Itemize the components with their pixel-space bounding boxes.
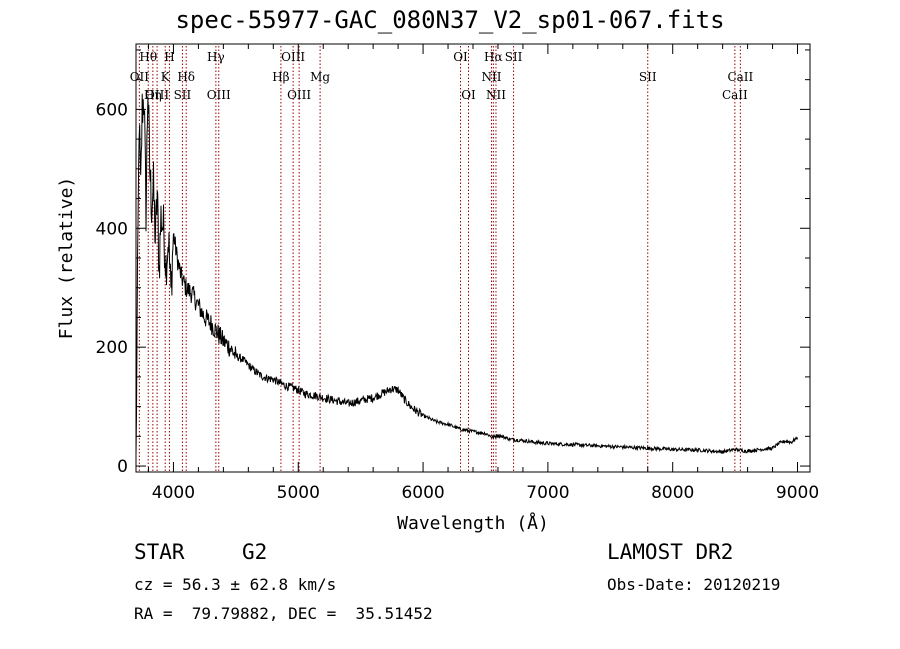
plot-frame [135, 43, 811, 473]
y-axis-label: Flux (relative) [56, 177, 77, 340]
line-label: NII [486, 88, 506, 102]
y-tick-label: 400 [96, 219, 128, 239]
x-tick-label: 4000 [152, 483, 195, 503]
line-label: OI [461, 88, 476, 102]
spectrum-line [135, 93, 798, 455]
line-label: OIII [281, 50, 305, 64]
line-label: Hδ [177, 70, 195, 84]
y-tick-label: 0 [117, 457, 128, 477]
x-tick-label: 6000 [401, 483, 444, 503]
object-class: STAR [134, 540, 185, 564]
line-label: Hβ [272, 70, 289, 84]
line-label: SII [505, 50, 523, 64]
line-label: CaII [722, 88, 748, 102]
line-label: SII [639, 70, 657, 84]
survey-name: LAMOST DR2 [607, 540, 734, 564]
x-tick-label: 7000 [526, 483, 569, 503]
line-label: Hθ [139, 50, 157, 64]
spectral-line-markers [138, 46, 741, 472]
x-axis-label: Wavelength (Å) [397, 512, 549, 534]
coordinates: RA = 79.79882, DEC = 35.51452 [134, 604, 433, 623]
line-label: H [164, 50, 174, 64]
x-tick-label: 8000 [651, 483, 694, 503]
y-axis-ticks: 0 200 400 600 [96, 49, 810, 477]
line-label: CaII [727, 70, 753, 84]
line-label: SII [174, 88, 192, 102]
chart-title: spec-55977-GAC_080N37_V2_sp01-067.fits [175, 6, 725, 34]
line-label: NII [481, 70, 501, 84]
line-label: OIII [145, 88, 169, 102]
line-label: OII [130, 70, 150, 84]
object-subclass: G2 [242, 540, 268, 564]
line-label: Hγ [207, 50, 225, 64]
observation-date: Obs-Date: 20120219 [607, 575, 781, 594]
line-label: OIII [207, 88, 231, 102]
line-label: Mg [310, 70, 330, 84]
y-tick-label: 600 [96, 100, 128, 120]
line-label: OIII [287, 88, 311, 102]
redshift-value: cz = 56.3 ± 62.8 km/s [134, 575, 337, 594]
x-tick-label: 5000 [277, 483, 320, 503]
x-axis-ticks: 4000 5000 6000 7000 8000 9000 [147, 44, 819, 503]
line-label: Hα [484, 50, 503, 64]
line-label: Hη [144, 88, 162, 102]
x-tick-label: 9000 [776, 483, 819, 503]
line-label: K [161, 70, 171, 84]
y-tick-label: 200 [96, 338, 128, 358]
line-label: OI [453, 50, 468, 64]
